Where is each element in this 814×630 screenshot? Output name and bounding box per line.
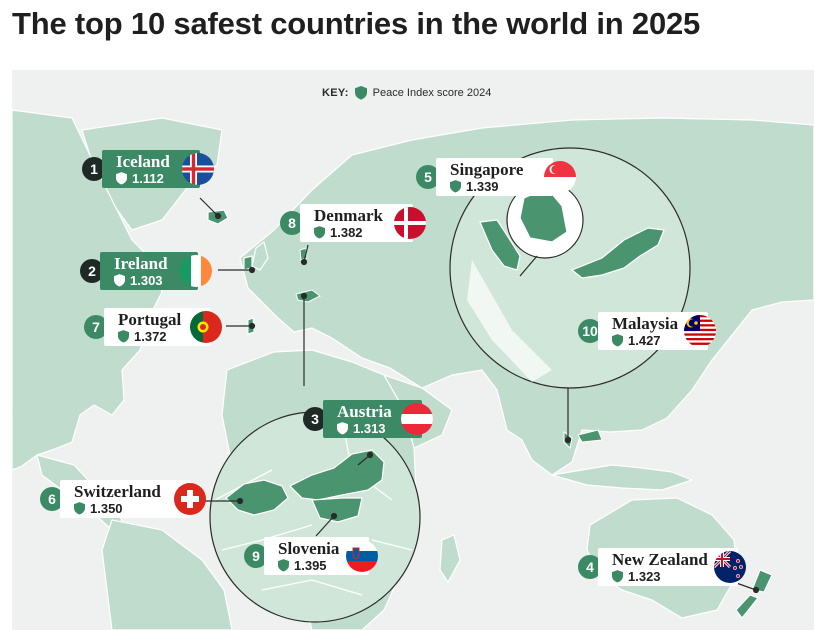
madagascar-shape bbox=[439, 534, 461, 583]
country-name: Denmark bbox=[314, 205, 383, 225]
country-name: Iceland bbox=[116, 151, 170, 171]
shield-icon bbox=[337, 421, 348, 435]
shield-icon bbox=[114, 273, 125, 287]
peace-score: 1.112 bbox=[132, 170, 164, 186]
shield-icon bbox=[612, 333, 623, 347]
map-key: KEY: Peace Index score 2024 bbox=[322, 86, 491, 100]
new-zealand-shape bbox=[735, 569, 773, 619]
shield-icon bbox=[74, 501, 85, 515]
peace-score: 1.313 bbox=[353, 420, 386, 436]
key-label: KEY: bbox=[322, 87, 349, 99]
europe-inset bbox=[209, 411, 421, 623]
indonesia-shape bbox=[551, 464, 693, 491]
peninsular-malaysia-shape bbox=[479, 219, 521, 271]
page-title: The top 10 safest countries in the world… bbox=[12, 6, 701, 41]
shield-icon bbox=[314, 225, 325, 239]
shield-icon bbox=[118, 329, 129, 343]
world-map: KEY: Peace Index score 2024 1 Iceland 1.… bbox=[12, 70, 814, 630]
shield-icon bbox=[612, 569, 623, 583]
flag-slovenia-icon bbox=[346, 540, 378, 572]
shield-icon bbox=[278, 558, 289, 572]
flag-austria-icon bbox=[401, 403, 433, 435]
uk-shape bbox=[251, 241, 269, 271]
peace-score: 1.339 bbox=[466, 178, 499, 194]
peace-score: 1.382 bbox=[330, 224, 363, 240]
slovenia-shape bbox=[311, 497, 363, 523]
flag-denmark-icon bbox=[394, 207, 426, 239]
flag-malaysia-icon bbox=[684, 315, 716, 347]
peace-score: 1.303 bbox=[130, 272, 163, 288]
flag-new-zealand-icon bbox=[714, 551, 746, 583]
country-name: New Zealand bbox=[612, 549, 708, 569]
south-america-shape bbox=[101, 519, 233, 630]
country-name: Switzerland bbox=[74, 481, 161, 501]
flag-portugal-icon bbox=[190, 311, 222, 343]
key-text: Peace Index score 2024 bbox=[372, 87, 492, 99]
flag-ireland-icon bbox=[180, 255, 212, 287]
flag-iceland-icon bbox=[182, 153, 214, 185]
country-name: Slovenia bbox=[278, 538, 340, 558]
peace-score: 1.427 bbox=[628, 332, 661, 348]
flag-singapore-icon bbox=[544, 161, 576, 193]
country-name: Ireland bbox=[114, 253, 168, 273]
country-name: Austria bbox=[337, 401, 392, 421]
country-name: Portugal bbox=[118, 309, 182, 329]
country-name: Singapore bbox=[450, 159, 524, 179]
flag-switzerland-icon bbox=[174, 483, 206, 515]
peace-score: 1.350 bbox=[90, 500, 123, 516]
central-europe-shape bbox=[295, 289, 321, 303]
east-malaysia-shape bbox=[570, 227, 665, 279]
peace-score: 1.372 bbox=[134, 328, 167, 344]
peace-score: 1.395 bbox=[294, 557, 327, 573]
peace-score: 1.323 bbox=[628, 568, 661, 584]
malaysia-shape-small bbox=[563, 429, 603, 450]
switzerland-shape bbox=[225, 479, 289, 516]
country-name: Malaysia bbox=[612, 313, 679, 333]
shield-icon bbox=[116, 171, 127, 185]
shield-icon bbox=[354, 86, 367, 100]
shield-icon bbox=[450, 179, 461, 193]
